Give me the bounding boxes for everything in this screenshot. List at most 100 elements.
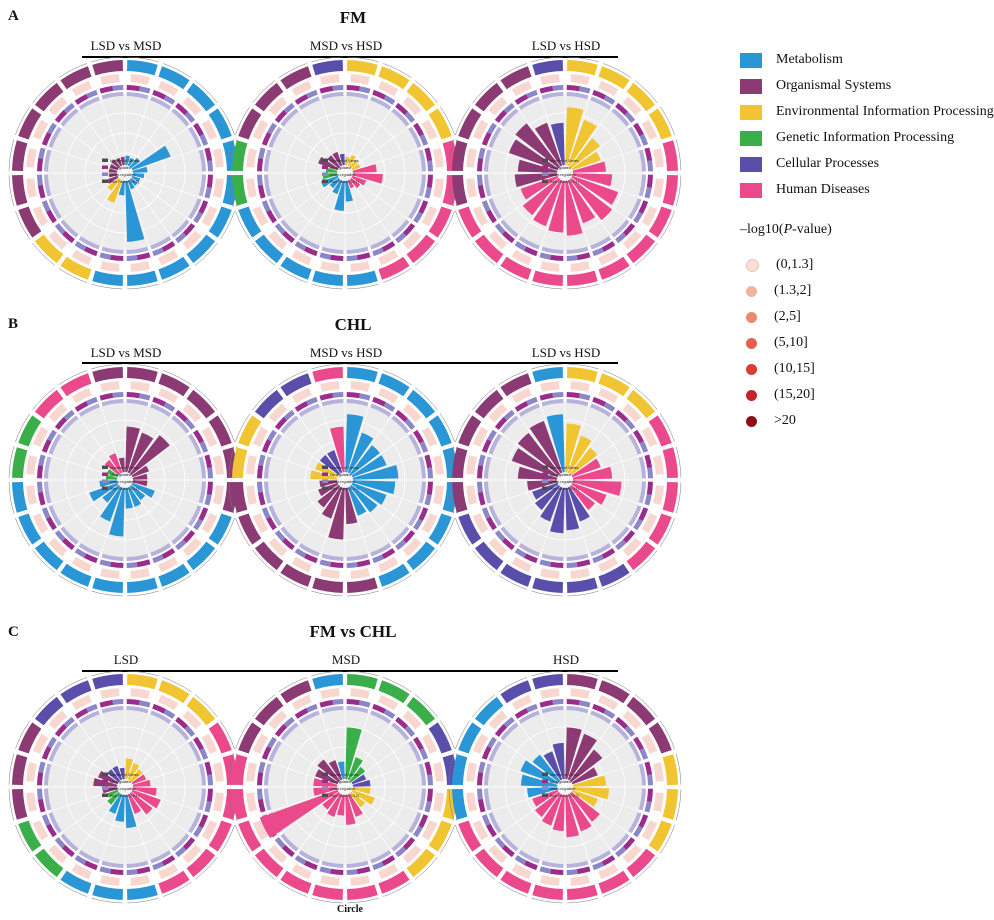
- up-regulated-bar: [136, 866, 151, 875]
- rich-factor-bar: [188, 812, 202, 834]
- term-id-block: [186, 541, 216, 571]
- inner-legend-label: Down-regulated: [550, 480, 575, 484]
- up-regulated-bar: [319, 85, 334, 94]
- up-regulated-bar: [110, 868, 124, 875]
- down-regulated-bar: [257, 174, 263, 186]
- up-regulated-bar: [54, 723, 68, 737]
- gene-count-cell: [421, 206, 438, 227]
- legend-item-environmental: Environmental Information Processing: [740, 102, 994, 122]
- rich-factor-bar: [188, 740, 202, 762]
- gene-count-cell: [182, 96, 202, 116]
- tick-arc: [252, 856, 276, 880]
- panel-c-subtitle-2: MSD: [331, 652, 361, 667]
- rich-factor-bar: [268, 433, 282, 455]
- circle-chart-b1: Number of GenesUp-regulatedDown-regulate…: [8, 363, 242, 597]
- pvalue-label: (2,5]: [774, 309, 801, 324]
- tick-arc: [675, 753, 682, 785]
- rich-factor-bar: [150, 850, 172, 864]
- gene-bar: [345, 180, 354, 202]
- gene-bar: [546, 414, 565, 473]
- up-regulated-bar: [576, 866, 591, 875]
- gene-count-cell: [570, 688, 590, 699]
- gene-count-cell: [570, 875, 590, 886]
- gene-bar: [347, 793, 363, 817]
- rich-factor-bar: [101, 860, 124, 868]
- grid-spoke: [124, 172, 150, 248]
- tick-arc: [219, 106, 235, 136]
- grid-spoke: [344, 723, 392, 788]
- up-regulated-bar: [514, 401, 529, 412]
- gene-bar: [347, 154, 356, 167]
- up-regulated-bar: [46, 516, 57, 531]
- grid-spoke: [270, 172, 346, 198]
- down-regulated-bar: [193, 518, 203, 531]
- up-regulated-bar: [644, 147, 653, 162]
- gene-count-cell: [100, 74, 120, 85]
- gene-count-cell: [182, 230, 202, 250]
- gene-bar: [108, 168, 118, 173]
- inner-legend-swatch: [542, 786, 548, 790]
- tick-arc: [91, 590, 123, 597]
- tick-arc: [8, 446, 15, 478]
- term-id-block: [34, 234, 64, 264]
- term-id-block: [208, 415, 232, 447]
- up-regulated-bar: [126, 85, 140, 92]
- rich-factor-bar: [78, 96, 100, 110]
- pvalue-dot: [746, 363, 757, 375]
- down-regulated-bar: [427, 160, 433, 172]
- term-id-block: [60, 870, 92, 894]
- gene-count-cell: [158, 556, 179, 573]
- gene-bar: [349, 484, 378, 513]
- rich-factor-bar: [566, 399, 589, 407]
- up-regulated-bar: [330, 254, 344, 261]
- rich-factor-bar: [346, 706, 369, 714]
- down-regulated-bar: [579, 393, 591, 401]
- grid-spoke: [344, 786, 420, 812]
- down-regulated-bar: [644, 187, 652, 199]
- gene-count-cell: [350, 261, 370, 272]
- term-id-block: [378, 870, 410, 894]
- up-regulated-bar: [206, 788, 213, 802]
- down-regulated-bar: [332, 85, 344, 91]
- rich-factor-bar: [188, 198, 202, 220]
- gene-count-cell: [598, 249, 619, 266]
- term-id-block: [458, 513, 482, 545]
- term-id-block: [452, 447, 468, 478]
- pvalue-bin: (1.3,2]: [746, 282, 811, 300]
- gene-bar: [522, 177, 561, 216]
- down-regulated-bar: [306, 89, 318, 99]
- up-regulated-bar: [644, 454, 653, 469]
- down-regulated-bar: [175, 539, 187, 551]
- grid-spoke: [320, 479, 346, 555]
- rich-factor-bar: [126, 92, 149, 100]
- grid-spoke: [270, 148, 346, 174]
- term-id-block: [254, 541, 284, 571]
- inner-legend-label: Number of Genes: [110, 466, 139, 470]
- tick-arc: [414, 242, 438, 266]
- term-id-block: [60, 66, 92, 90]
- term-id-block: [500, 870, 532, 894]
- up-regulated-bar: [622, 837, 636, 851]
- rich-factor-bar: [484, 481, 492, 504]
- tick-arc: [659, 824, 675, 854]
- term-id-block: [60, 563, 92, 587]
- down-regulated-bar: [552, 392, 564, 398]
- term-id-block: [186, 696, 216, 726]
- up-regulated-bar: [193, 122, 204, 137]
- term-id-block: [428, 206, 452, 238]
- gene-bar: [328, 487, 345, 540]
- gene-count-cell: [71, 387, 92, 404]
- grid-spoke: [344, 126, 409, 174]
- down-regulated-bar: [319, 866, 331, 874]
- grid-spoke: [564, 98, 590, 174]
- term-id-block: [254, 234, 284, 264]
- gene-count-cell: [488, 537, 508, 557]
- term-id-block: [232, 754, 248, 785]
- tick-arc: [567, 897, 599, 904]
- term-id-block: [406, 541, 436, 571]
- down-regulated-bar: [37, 788, 43, 800]
- panel-letter-a: A: [8, 8, 19, 24]
- tick-arc: [472, 856, 496, 880]
- tick-arc: [58, 881, 88, 897]
- gene-bar: [315, 769, 339, 785]
